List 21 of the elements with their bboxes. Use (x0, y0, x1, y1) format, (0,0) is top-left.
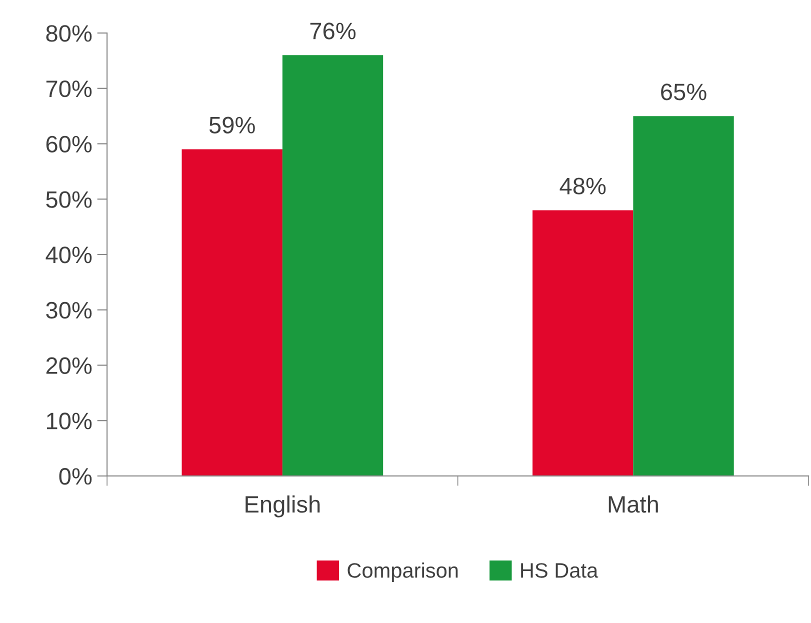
y-tick-label: 50% (46, 191, 92, 208)
bar (532, 210, 634, 476)
x-tick-label: Math (608, 495, 658, 513)
legend-label: HS Data (521, 563, 598, 578)
y-tick-label: 0% (59, 468, 92, 485)
y-tick-label: 30% (46, 302, 92, 319)
bar (633, 116, 734, 476)
y-tick-label: 10% (47, 412, 92, 430)
bar (282, 55, 384, 476)
data-label: 65% (661, 84, 706, 100)
data-label: 48% (560, 178, 606, 194)
y-tick-label: 60% (46, 136, 92, 153)
y-tick-label: 20% (46, 357, 92, 374)
y-tick-label: 70% (46, 80, 92, 98)
data-label: 59% (209, 116, 255, 134)
y-tick-label: 40% (46, 246, 92, 264)
y-tick-label: 80% (46, 25, 92, 42)
legend-label: Comparison (348, 562, 458, 582)
bar (182, 149, 282, 476)
x-tick-label: English (246, 495, 320, 518)
data-label: 76% (310, 22, 356, 40)
